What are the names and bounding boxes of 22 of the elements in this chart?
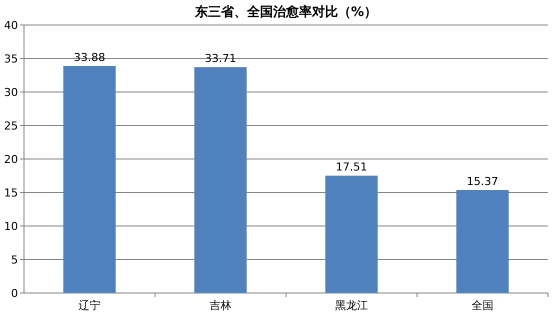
y-tick-label: 15	[4, 186, 18, 200]
x-tick-label: 辽宁	[78, 299, 100, 312]
y-tick-label: 30	[4, 86, 18, 99]
y-tick-label: 0	[11, 287, 18, 300]
chart-title: 东三省、全国治愈率对比（%）	[194, 4, 378, 20]
data-label: 15.37	[466, 175, 498, 188]
bar	[63, 66, 116, 293]
data-label: 33.71	[204, 52, 236, 66]
data-label: 17.51	[336, 160, 368, 174]
bar	[194, 67, 247, 293]
bar	[456, 190, 509, 293]
y-tick-label: 40	[4, 19, 18, 32]
data-label: 33.88	[74, 51, 106, 64]
x-tick-label: 黑龙江	[335, 299, 368, 312]
y-tick-label: 35	[4, 52, 18, 66]
y-tick-label: 20	[4, 153, 18, 166]
y-tick-label: 5	[11, 254, 18, 266]
bar	[325, 176, 378, 293]
x-tick-label: 全国	[472, 299, 494, 312]
y-tick-label: 10	[4, 220, 18, 233]
y-tick-label: 25	[4, 120, 18, 132]
x-tick-label: 吉林	[210, 299, 232, 312]
